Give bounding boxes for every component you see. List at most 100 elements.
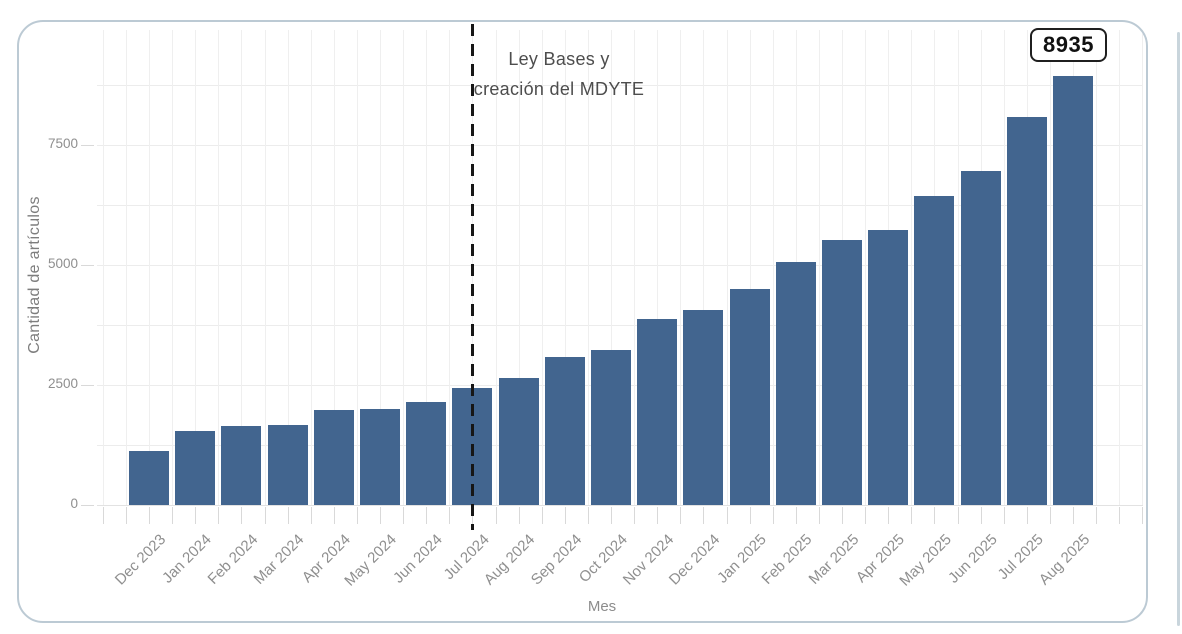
bar-may-2025[interactable]	[914, 195, 955, 505]
x-axis-tickmark	[749, 507, 751, 524]
gridline-vertical	[356, 30, 358, 505]
bar-feb-2024[interactable]	[221, 425, 262, 505]
x-axis-tickmark	[772, 507, 774, 524]
gridline-horizontal	[97, 205, 1143, 206]
gridline-vertical	[749, 30, 751, 505]
x-axis-tickmark	[1096, 507, 1098, 524]
x-axis-tickmark	[518, 507, 520, 524]
bar-apr-2024[interactable]	[313, 410, 354, 505]
x-axis-tickmark	[333, 507, 335, 524]
bar-nov-2024[interactable]	[637, 319, 678, 505]
bar-jan-2024[interactable]	[175, 431, 216, 505]
gridline-vertical	[657, 30, 659, 505]
x-axis-tickmark	[611, 507, 612, 524]
y-axis-tick-label: 5000	[47, 256, 78, 271]
gridline-vertical	[634, 30, 636, 505]
gridline-vertical	[818, 30, 820, 505]
gridline-vertical	[264, 30, 266, 505]
gridline-vertical	[102, 30, 104, 505]
bar-aug-2025[interactable]	[1053, 76, 1093, 505]
y-axis-tick-label: 7500	[47, 136, 78, 151]
y-axis-tick-label: 2500	[47, 376, 78, 391]
gridline-vertical	[564, 30, 566, 505]
x-axis-tick-label: Mar 2024	[250, 531, 308, 588]
gridline-horizontal	[97, 85, 1143, 86]
gridline-vertical	[1119, 30, 1121, 505]
gridline-vertical	[333, 30, 335, 505]
gridline-vertical	[680, 30, 682, 505]
bar-aug-2024[interactable]	[498, 377, 539, 505]
event-dashed-line	[470, 24, 474, 530]
x-axis-tickmark	[541, 507, 543, 524]
y-axis-tickmark	[81, 385, 94, 386]
x-axis-tickmark	[287, 507, 289, 524]
bar-may-2024[interactable]	[360, 408, 400, 505]
gridline-vertical	[703, 30, 705, 505]
adjacent-panel-edge	[1177, 32, 1180, 626]
x-axis-tick-label: Sep 2024	[527, 531, 585, 589]
x-axis-tickmark	[218, 507, 220, 524]
y-axis-tickmark	[81, 145, 94, 146]
x-axis-tick-label: Mar 2025	[805, 531, 863, 588]
bar-feb-2025[interactable]	[775, 261, 816, 505]
value-badge: 8935	[1030, 28, 1107, 62]
gridline-vertical	[1096, 30, 1098, 505]
gridline-vertical	[426, 30, 428, 505]
x-axis-tickmark	[149, 507, 150, 524]
bar-sep-2024[interactable]	[544, 357, 585, 505]
x-axis-tickmark	[1119, 507, 1121, 524]
x-axis-tickmark	[1049, 507, 1051, 524]
x-axis-tick-label: Jun 2025	[944, 531, 1001, 587]
gridline-vertical	[495, 30, 497, 505]
gridline-vertical	[1049, 30, 1051, 505]
bar-jan-2025[interactable]	[729, 289, 770, 505]
x-axis-tick-label: Dec 2023	[111, 531, 170, 589]
gridline-vertical	[957, 30, 959, 505]
y-axis-tick-label: 0	[70, 496, 78, 511]
x-axis-tickmark	[495, 507, 497, 524]
x-axis-tickmark	[1003, 507, 1005, 524]
gridline-vertical	[287, 30, 289, 505]
gridline-vertical	[195, 30, 197, 505]
gridline-vertical	[403, 30, 405, 505]
bar-mar-2025[interactable]	[822, 240, 862, 505]
gridline-vertical	[1003, 30, 1005, 505]
x-axis-tickmark	[426, 507, 428, 524]
x-axis-tickmark	[980, 507, 982, 524]
gridline-vertical	[911, 30, 913, 505]
x-axis-tickmark	[934, 507, 936, 524]
gridline-vertical	[772, 30, 774, 505]
bar-jun-2024[interactable]	[406, 401, 447, 505]
gridline-vertical	[611, 30, 612, 505]
bar-jun-2025[interactable]	[960, 171, 1001, 505]
x-axis-tickmark	[125, 507, 127, 524]
x-axis-tickmark	[241, 507, 243, 524]
x-axis-tickmark	[842, 507, 843, 524]
x-axis-tickmark	[264, 507, 266, 524]
x-axis-title: Mes	[587, 598, 617, 615]
x-axis-tickmark	[957, 507, 959, 524]
x-axis-tickmark	[680, 507, 682, 524]
bar-dec-2024[interactable]	[683, 310, 724, 505]
gridline-horizontal	[97, 265, 1143, 266]
event-annotation-line2: creación del MDYTE	[473, 79, 645, 99]
bar-apr-2025[interactable]	[868, 230, 909, 505]
gridline-vertical	[1142, 30, 1144, 505]
gridline-vertical	[172, 30, 174, 505]
x-axis-tickmark	[818, 507, 820, 524]
bar-mar-2024[interactable]	[267, 425, 308, 505]
gridline-vertical	[241, 30, 243, 505]
x-axis-tickmark	[102, 507, 104, 524]
x-axis-tickmark	[726, 507, 728, 524]
gridline-vertical	[518, 30, 520, 505]
x-axis-tick-label: Feb 2025	[758, 531, 816, 588]
x-axis-tickmark	[356, 507, 358, 524]
bar-jul-2025[interactable]	[1006, 116, 1047, 505]
y-axis-tickmark	[81, 265, 94, 266]
bar-oct-2024[interactable]	[591, 349, 631, 505]
bar-dec-2023[interactable]	[129, 450, 169, 505]
plot-area: 0 2500 5000 7500 Dec 2023 Jan 2024 Feb 2024 Mar…	[19, 22, 1146, 621]
x-axis-tickmark	[195, 507, 197, 524]
x-axis-tickmark	[634, 507, 636, 524]
